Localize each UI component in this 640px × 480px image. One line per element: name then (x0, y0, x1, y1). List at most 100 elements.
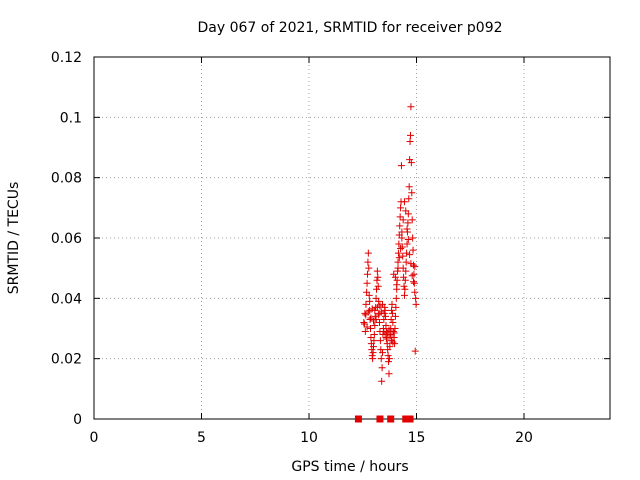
data-point (389, 318, 397, 326)
data-point (395, 240, 403, 248)
data-point (403, 249, 411, 257)
data-point (397, 162, 405, 170)
x-tick-label: 0 (90, 430, 99, 446)
y-tick-label: 0.1 (60, 110, 82, 126)
data-point (378, 377, 386, 385)
data-point (394, 258, 402, 266)
data-point (378, 364, 386, 372)
data-point (404, 236, 412, 244)
data-point (361, 309, 369, 317)
data-point (366, 297, 374, 305)
y-tick-label: 0 (73, 412, 82, 428)
axis-ticks (93, 56, 610, 420)
data-point (405, 195, 413, 203)
tick-labels: 0 5 10 15 20 0 0.02 0.04 0.06 0.08 0.1 0.12 (51, 50, 533, 446)
x-tick-label: 20 (515, 430, 533, 446)
x-axis-label: GPS time / hours (291, 459, 408, 475)
data-point (407, 159, 415, 167)
data-point (406, 251, 414, 259)
data-point (382, 335, 390, 343)
data-point (374, 282, 382, 290)
data-point (398, 243, 406, 251)
data-point (408, 272, 416, 280)
data-point (385, 326, 393, 334)
data-point (372, 315, 380, 323)
data-point (362, 300, 370, 308)
data-point (411, 347, 419, 355)
data-point (398, 234, 406, 242)
data-point (412, 294, 420, 302)
data-point (370, 331, 378, 339)
data-point (409, 246, 417, 254)
data-point (376, 337, 384, 345)
baseline-marker (387, 415, 395, 423)
data-point (382, 312, 390, 320)
data-point (406, 131, 414, 139)
data-point (363, 323, 371, 331)
data-point (408, 189, 416, 197)
plot-frame (93, 56, 611, 420)
data-point (391, 273, 399, 281)
data-point (394, 249, 402, 257)
data-point (386, 343, 394, 351)
data-point (379, 349, 387, 357)
data-point (400, 198, 408, 206)
data-point (380, 309, 388, 317)
baseline-marker (354, 415, 362, 423)
data-point (400, 273, 408, 281)
data-point (377, 346, 385, 354)
data-point (365, 264, 373, 272)
data-point (397, 245, 405, 253)
y-tick-label: 0.06 (51, 231, 82, 247)
data-point (410, 270, 418, 278)
data-point (406, 137, 414, 145)
data-point (401, 276, 409, 284)
data-point (389, 338, 397, 346)
data-point (411, 288, 419, 296)
data-point (406, 156, 414, 164)
data-point (371, 321, 379, 329)
data-point (364, 308, 372, 316)
data-point (363, 270, 371, 278)
data-point (408, 216, 416, 224)
data-point (400, 282, 408, 290)
data-point (366, 315, 374, 323)
data-point (404, 219, 412, 227)
data-point (407, 103, 415, 111)
chart-title: Day 067 of 2021, SRMTID for receiver p09… (197, 20, 502, 36)
data-point (373, 276, 381, 284)
data-point (390, 270, 398, 278)
data-point (397, 204, 405, 212)
data-point (370, 337, 378, 345)
data-points (354, 103, 420, 423)
baseline-marker (376, 415, 384, 423)
y-tick-label: 0.04 (51, 291, 82, 307)
data-point (360, 318, 368, 326)
data-point (402, 207, 410, 215)
data-point (402, 258, 410, 266)
y-tick-label: 0.02 (51, 352, 82, 368)
data-point (411, 263, 419, 271)
data-point (380, 315, 388, 323)
data-point (388, 309, 396, 317)
data-point (377, 355, 385, 363)
data-point (370, 343, 377, 351)
data-point (385, 355, 393, 363)
data-point (384, 352, 392, 360)
data-point (390, 329, 398, 337)
data-point (401, 285, 409, 293)
data-point (369, 349, 377, 357)
data-point (363, 279, 371, 287)
data-point (367, 334, 375, 342)
data-point (388, 300, 396, 308)
data-point (399, 252, 407, 260)
y-tick-label: 0.12 (51, 50, 82, 66)
data-point (374, 273, 382, 281)
data-point (368, 346, 376, 354)
data-point (385, 358, 393, 366)
data-point (364, 249, 372, 257)
data-point (409, 234, 417, 242)
data-point (412, 300, 420, 308)
data-point (410, 279, 418, 287)
data-point (377, 308, 385, 316)
